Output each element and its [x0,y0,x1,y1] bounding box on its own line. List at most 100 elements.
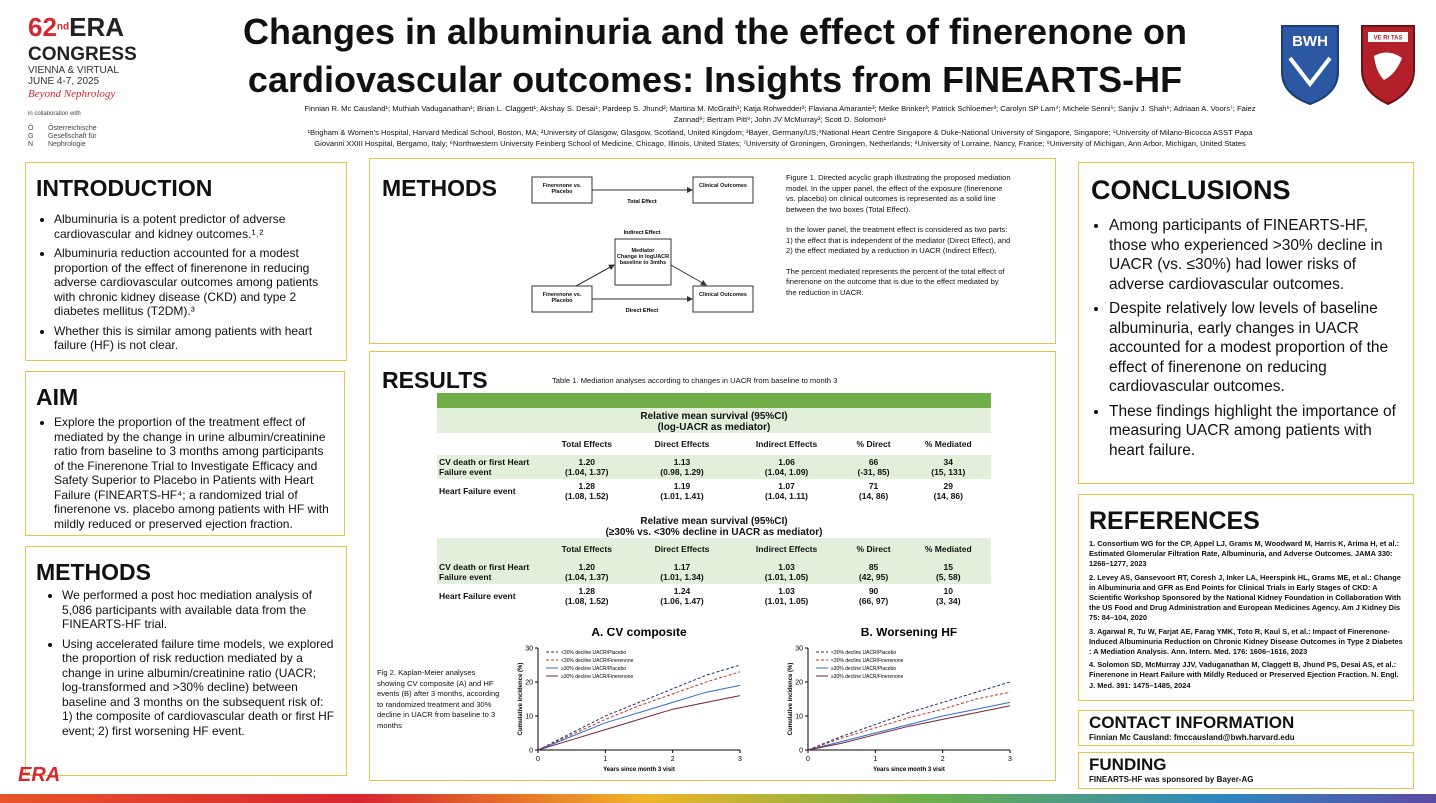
legend-label: ≥30% decline UACR/Placebo [561,666,626,672]
section-heading: AIM [36,384,79,410]
x-tick-label: 0 [536,756,540,763]
mediator-box [614,238,672,286]
column-header: % Direct [856,439,891,449]
cell: 1.28 (1.08, 1.52) [541,584,633,608]
results-table: Relative mean survival (95%CI) (log-UACR … [437,408,991,608]
x-tick-label: 1 [603,756,607,763]
estimate: 1.19 [673,481,691,491]
column-header: Total Effects [561,439,612,449]
figure-caption: Fig 2. Kaplan-Meier analyses showing CV … [377,668,500,730]
confidence-interval: (1.01, 1.05) [764,596,809,606]
contact-panel: CONTACT INFORMATION Finnian Mc Causland:… [1078,710,1414,746]
cell: 1.28 (1.08, 1.52) [541,479,633,503]
confidence-interval: (1.04, 1.09) [764,467,809,477]
introduction-panel: INTRODUCTION Albuminuria is a potent pre… [25,162,347,361]
outcome-label: Clinical Outcomes [699,183,747,189]
estimate: 29 [943,481,953,491]
y-tick-label: 10 [525,714,533,721]
y-tick-label: 0 [529,748,533,755]
row-label: CV death or first Heart Failure event [439,457,530,477]
estimate: 1.20 [578,457,596,467]
outcome-label-box: Clinical Outcomes [699,183,747,189]
km-curve [537,695,741,751]
y-tick-label: 20 [795,680,803,687]
results-panel: RESULTS Table 1. Mediation analyses acco… [369,351,1056,781]
bullet: Among participants of FINEARTS-HF, those… [1109,216,1401,294]
km-curve [807,701,1011,751]
confidence-interval: (1.04, 1.37) [565,467,609,477]
estimate: 10 [943,586,953,596]
location: VIENNA & VIRTUAL [28,65,119,76]
exposure-box [531,176,593,204]
dates: JUNE 4-7, 2025 [28,76,100,87]
bullet: Albuminuria reduction accounted for a mo… [54,246,336,319]
harvard-book [1368,32,1408,42]
section-title: Relative mean survival (95%CI) (log-UACR … [437,408,991,433]
section-title-line: Relative mean survival (95%CI) [640,516,788,527]
column-header: Total Effects [561,544,612,554]
section-title-row: Relative mean survival (95%CI) (log-UACR … [437,408,991,433]
legend-label: <30% decline UACR/Placebo [831,650,896,656]
exposure-label-box: Finerenone vs. Placebo [543,292,582,304]
legend-label: <30% decline UACR/Finerenone [561,658,634,664]
estimate: 66 [868,457,879,467]
estimate: 1.24 [673,586,691,596]
collab: in collaboration with [28,111,81,117]
x-tick-label: 0 [806,756,810,763]
exposure-label: Finerenone vs. Placebo [542,183,582,195]
bullet: Albuminuria is a potent predictor of adv… [54,212,336,241]
confidence-interval: (3, 34) [935,596,961,606]
row-label: CV death or first Heart Failure event [439,562,530,582]
cell: 34 (15, 131) [906,455,991,479]
data-row: Heart Failure event 1.28 (1.08, 1.52) 1.24(… [437,584,991,608]
confidence-interval: (5, 58) [935,572,961,582]
section-heading: METHODS [36,559,151,585]
bullet-list: Albuminuria is a potent predictor of adv… [36,212,336,353]
row-header-spacer [437,538,541,560]
section-heading: FUNDING [1089,755,1167,774]
estimate: 1.28 [578,481,596,491]
harvard-emblem [1374,52,1402,80]
conclusions-panel: CONCLUSIONS Among participants of FINEAR… [1078,162,1414,484]
caption-paragraph: In the lower panel, the treatment effect… [786,225,1011,255]
society-initial: G [28,133,34,140]
outcome-label: Clinical Outcomes [699,292,747,298]
cell: 10 (3, 34) [906,584,991,608]
bullet-list: Explore the proportion of the treatment … [36,415,334,531]
tagline: Beyond Nephrology [28,88,116,100]
outcome-label-box: Clinical Outcomes [699,292,747,298]
column-header: Indirect Effects [755,439,818,449]
confidence-interval: (1.06, 1.47) [660,596,704,606]
confidence-interval: (0.98, 1.29) [660,467,704,477]
cell: 71 (14, 86) [842,479,906,503]
estimate: 1.28 [578,586,596,596]
x-tick-label: 3 [738,756,742,763]
bullet-list: Among participants of FINEARTS-HF, those… [1091,216,1401,460]
x-axis-label: Years since month 3 visit [873,767,945,773]
column-header: Indirect Effects [755,544,818,554]
x-tick-label: 1 [873,756,877,763]
estimate: 1.17 [673,562,691,572]
congress-word: CONGRESS [28,44,137,65]
bullet: We performed a post hoc mediation analys… [62,588,336,632]
society-initial: Ö [28,125,34,132]
km-chart: B. Worsening HF 0 10 20 30 0 1 2 3 Years since mo… [788,628,1012,773]
bullet: Whether this is similar among patients w… [54,324,336,353]
estimate: 1.07 [778,481,795,491]
bullet: Despite relatively low levels of baselin… [1109,299,1401,397]
direct-effect-label: Direct Effect [626,308,659,314]
mediator-detail: Change in logUACR baseline to 3mths [616,254,670,266]
chart-title: B. Worsening HF [861,628,957,639]
data-row: Heart Failure event 1.28 (1.08, 1.52) 1.19(… [437,479,991,503]
section-heading: REFERENCES [1089,507,1260,535]
y-axis-label: Cumulative incidence (%) [788,663,794,736]
section-heading: METHODS [382,175,497,201]
affiliations: ¹Brigham & Women's Hospital, Harvard Med… [307,128,1253,148]
cell: 1.19 (1.01, 1.41) [633,479,732,503]
cell: 29 (14, 86) [906,479,991,503]
footer-stripe [0,794,1436,803]
confidence-interval: (1.04, 1.11) [765,491,809,501]
edition-suffix: nd [56,21,70,33]
